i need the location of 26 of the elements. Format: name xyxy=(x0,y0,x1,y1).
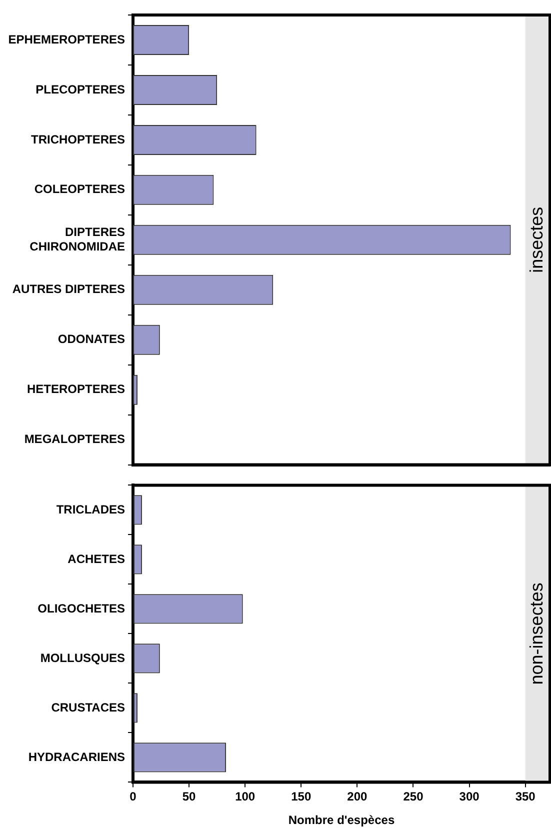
y-tick-label: HYDRACARIENS xyxy=(28,750,125,764)
y-tick-label: COLEOPTERES xyxy=(34,182,125,196)
annotation: non-insectes xyxy=(526,582,547,685)
y-tick-label: ODONATES xyxy=(58,332,125,346)
x-tick-label: 100 xyxy=(235,790,256,804)
y-tick-label: TRICLADES xyxy=(56,502,125,516)
y-tick-label: MOLLUSQUES xyxy=(40,650,125,665)
x-tick-label: 200 xyxy=(347,790,368,804)
x-axis-title: Nombre d'espèces xyxy=(288,813,395,828)
y-tick-label: EPHEMEROPTERES xyxy=(8,32,125,46)
x-tick-label: 50 xyxy=(182,790,196,804)
y-tick-label: DIPTERES CHIRONOMIDAE xyxy=(30,225,125,254)
x-tick-label: 0 xyxy=(130,790,137,804)
y-tick-label: CRUSTACES xyxy=(51,700,125,714)
y-tick-label: OLIGOCHETES xyxy=(38,601,125,616)
x-tick-label: 300 xyxy=(459,790,480,804)
x-tick-label: 350 xyxy=(515,790,536,804)
x-tick-label: 150 xyxy=(291,790,312,804)
x-tick-label: 250 xyxy=(403,790,424,804)
y-tick-label: AUTRES DIPTERES xyxy=(12,282,125,296)
y-tick-label: ACHETES xyxy=(68,552,125,566)
y-tick-label: HETEROPTERES xyxy=(26,382,125,396)
annotation: insectes xyxy=(526,206,547,273)
y-tick-label: PLECOPTERES xyxy=(36,82,125,96)
y-tick-label: MEGALOPTERES xyxy=(24,432,125,446)
y-tick-label: TRICHOPTERES xyxy=(30,132,125,146)
